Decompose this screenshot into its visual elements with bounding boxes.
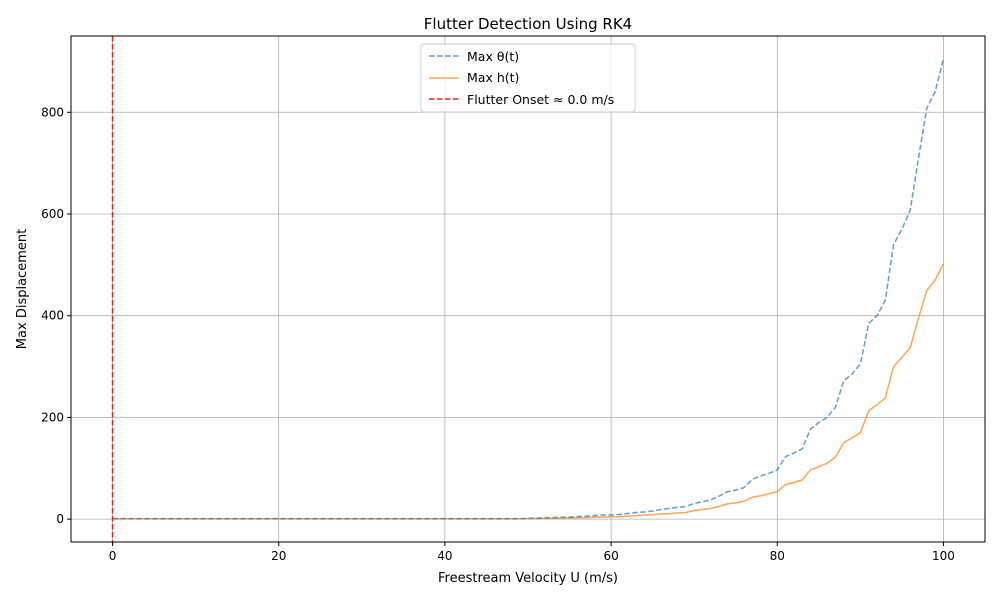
y-axis: 0 200 400 600 800 bbox=[41, 105, 71, 526]
series-line-h bbox=[112, 263, 945, 520]
legend-label-theta: Max θ(t) bbox=[467, 49, 519, 64]
plot-frame bbox=[70, 35, 986, 543]
legend-box bbox=[420, 43, 636, 113]
legend-label-onset: Flutter Onset ≈ 0.0 m/s bbox=[467, 92, 614, 107]
legend: Max θ(t) Max h(t) Flutter Onset ≈ 0.0 m/… bbox=[420, 43, 636, 113]
legend-label-h: Max h(t) bbox=[467, 70, 519, 85]
x-tick-label: 100 bbox=[932, 549, 955, 563]
x-tick-label: 80 bbox=[770, 549, 785, 563]
x-tick-label: 20 bbox=[271, 549, 286, 563]
y-axis-label: Max Displacement bbox=[15, 229, 30, 349]
series-line-theta bbox=[112, 58, 945, 520]
chart-title: Flutter Detection Using RK4 bbox=[424, 15, 632, 33]
plot-lines bbox=[111, 36, 945, 542]
y-tick-label: 400 bbox=[41, 309, 64, 323]
y-tick-label: 200 bbox=[41, 410, 64, 424]
x-tick-label: 0 bbox=[109, 549, 117, 563]
y-tick-label: 600 bbox=[41, 207, 64, 221]
y-tick-label: 0 bbox=[56, 512, 64, 526]
y-tick-label: 800 bbox=[41, 105, 64, 119]
x-axis-label: Freestream Velocity U (m/s) bbox=[438, 571, 618, 586]
x-axis: 0 20 40 60 80 100 bbox=[109, 542, 955, 563]
x-tick-label: 40 bbox=[437, 549, 452, 563]
x-tick-label: 60 bbox=[603, 549, 618, 563]
